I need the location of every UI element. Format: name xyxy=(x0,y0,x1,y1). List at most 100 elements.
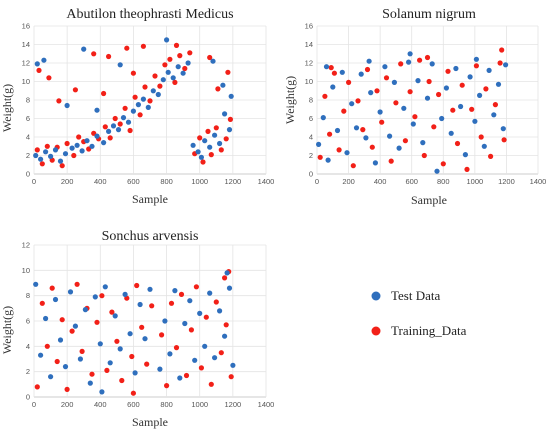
training-data-point xyxy=(167,56,173,62)
x-tick-label: 1200 xyxy=(225,177,242,186)
training-data-point xyxy=(402,138,408,144)
test-data-point xyxy=(150,88,156,94)
training-data-point xyxy=(207,54,213,61)
test-data-point xyxy=(187,298,193,304)
test-data-point xyxy=(363,135,369,141)
test-data-point xyxy=(172,288,178,294)
test-data-point xyxy=(503,62,509,68)
x-tick-label: 400 xyxy=(94,177,107,186)
test-data-point xyxy=(453,65,459,72)
test-data-point xyxy=(406,59,412,65)
test-data-point xyxy=(410,121,416,127)
test-data-point xyxy=(462,152,468,158)
test-data-point xyxy=(217,140,223,147)
test-data-point xyxy=(334,127,341,134)
y-tick-label: 10 xyxy=(305,77,313,86)
training-data-point xyxy=(104,367,110,373)
training-data-point xyxy=(91,51,97,57)
test-data-point xyxy=(89,143,95,149)
legend-label-test: Test Data xyxy=(391,288,440,303)
test-data-point xyxy=(472,118,478,124)
test-data-point xyxy=(137,301,143,308)
x-tick-label: 1400 xyxy=(258,400,275,409)
y-tick-labels: 0 2 4 6 8 10 12 14 16 xyxy=(305,22,313,179)
training-data-point xyxy=(69,328,75,334)
test-data-point xyxy=(82,307,88,313)
training-data-point xyxy=(168,300,175,306)
training-data-point xyxy=(369,144,375,150)
test-data-point xyxy=(117,346,123,352)
training-data-point xyxy=(94,319,100,325)
training-data-point xyxy=(54,358,60,365)
test-data-point xyxy=(349,101,355,107)
y-tick-label: 2 xyxy=(26,151,30,160)
training-data-point xyxy=(322,93,328,99)
training-data-point xyxy=(360,127,366,133)
y-tick-label: 6 xyxy=(26,114,30,123)
training-data-point xyxy=(223,322,229,328)
y-tick-label: 12 xyxy=(22,241,30,250)
x-tick-label: 400 xyxy=(94,400,107,409)
test-data-point xyxy=(142,336,148,342)
data-points xyxy=(33,37,234,169)
x-axis-label: Sample xyxy=(132,192,168,206)
test-data-point xyxy=(84,138,90,144)
y-tick-label: 6 xyxy=(309,114,313,123)
test-data-point xyxy=(366,58,372,64)
x-tick-label: 1000 xyxy=(191,400,208,409)
x-tick-label: 200 xyxy=(342,177,355,186)
x-tick-label: 1400 xyxy=(258,177,275,186)
test-data-point xyxy=(62,151,69,157)
test-data-point xyxy=(330,84,336,90)
test-data-point xyxy=(344,150,350,156)
y-tick-label: 12 xyxy=(22,59,30,68)
training-data-point xyxy=(124,45,130,51)
y-tick-label: 8 xyxy=(309,96,313,105)
training-data-point xyxy=(223,136,229,142)
x-axis-label: Sample xyxy=(132,415,168,429)
test-data-point xyxy=(72,323,78,329)
training-data-point xyxy=(142,84,148,90)
test-data-point xyxy=(192,357,198,363)
data-points xyxy=(33,269,236,396)
x-tick-label: 600 xyxy=(405,177,418,186)
y-tick-label: 0 xyxy=(26,170,30,179)
test-data-point xyxy=(320,115,326,121)
training-data-point xyxy=(117,121,123,127)
test-data-point xyxy=(62,364,69,370)
test-data-point xyxy=(38,352,44,358)
test-data-point xyxy=(323,64,330,70)
test-data-point xyxy=(92,294,98,300)
test-data-point xyxy=(212,132,218,138)
test-data-point xyxy=(448,130,454,136)
training-data-point xyxy=(64,386,70,392)
x-tick-label: 600 xyxy=(127,177,140,186)
y-tick-label: 0 xyxy=(26,393,30,402)
training-data-point xyxy=(59,163,65,169)
training-data-point xyxy=(203,314,209,320)
training-data-point xyxy=(328,65,334,71)
training-data-point xyxy=(364,66,371,73)
test-data-point xyxy=(353,125,360,131)
training-data-point xyxy=(137,112,143,118)
training-data-point xyxy=(106,53,112,60)
test-data-point xyxy=(155,91,161,98)
training-data-point xyxy=(64,140,70,147)
test-data-point xyxy=(500,126,506,132)
y-tick-labels: 0 2 4 6 8 10 12 xyxy=(22,241,30,402)
training-data-point xyxy=(177,53,183,59)
x-tick-labels: 0 200 400 600 800 1000 1200 1400 xyxy=(32,400,274,409)
training-data-point xyxy=(149,303,155,309)
test-data-point xyxy=(415,78,421,84)
training-data-point xyxy=(44,343,50,349)
training-data-point xyxy=(162,62,168,68)
training-data-point xyxy=(331,70,337,76)
training-data-point xyxy=(109,309,115,315)
test-data-point xyxy=(122,291,128,297)
test-data-point xyxy=(228,93,234,99)
training-data-point xyxy=(218,147,224,153)
training-data-point xyxy=(89,371,95,377)
chart-title: Abutilon theophrasti Medicus xyxy=(66,7,233,22)
training-data-point xyxy=(34,384,40,390)
